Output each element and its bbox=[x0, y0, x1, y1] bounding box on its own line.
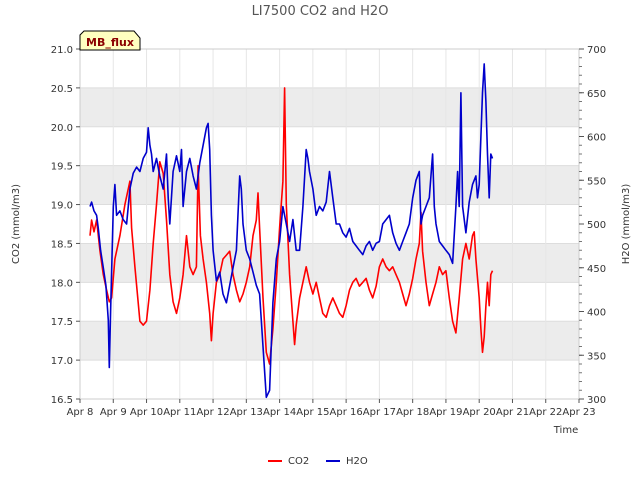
legend-h2o-label: H2O bbox=[346, 456, 368, 467]
x-tick-label: Apr 11 bbox=[163, 407, 196, 418]
legend: CO2 H2O bbox=[268, 456, 368, 467]
left-tick-label: 17.0 bbox=[51, 356, 73, 367]
x-tick-label: Apr 9 bbox=[100, 407, 127, 418]
right-tick-label: 600 bbox=[587, 133, 606, 144]
x-tick-label: Apr 21 bbox=[496, 407, 529, 418]
x-axis-label: Time bbox=[553, 425, 578, 436]
plot-band bbox=[80, 87, 579, 127]
right-tick-label: 650 bbox=[587, 89, 606, 100]
right-tick-label: 300 bbox=[587, 395, 606, 406]
left-tick-label: 18.0 bbox=[51, 278, 73, 289]
x-tick-label: Apr 15 bbox=[296, 407, 329, 418]
x-tick-label: Apr 16 bbox=[330, 407, 363, 418]
legend-co2-label: CO2 bbox=[288, 456, 309, 467]
right-tick-label: 500 bbox=[587, 220, 606, 231]
left-tick-label: 21.0 bbox=[51, 45, 73, 56]
left-tick-label: 17.5 bbox=[51, 317, 73, 328]
chart-title: LI7500 CO2 and H2O bbox=[252, 4, 389, 19]
plot-band bbox=[80, 321, 579, 361]
right-axis-label: H2O (mmol/m3) bbox=[621, 184, 632, 265]
x-tick-label: Apr 12 bbox=[196, 407, 229, 418]
x-tick-label: Apr 8 bbox=[67, 407, 94, 418]
left-tick-label: 19.5 bbox=[51, 162, 73, 173]
x-tick-label: Apr 20 bbox=[463, 407, 496, 418]
left-axis-label: CO2 (mmol/m3) bbox=[11, 184, 22, 264]
x-tick-label: Apr 22 bbox=[529, 407, 562, 418]
left-tick-label: 20.0 bbox=[51, 123, 73, 134]
x-axis-ticks: Apr 8 Apr 9 Apr 10 Apr 11 Apr 12 Apr 13 Apr 14… bbox=[67, 399, 596, 418]
x-tick-label: Apr 10 bbox=[130, 407, 163, 418]
left-axis-ticks: 16.5 17.0 17.5 18.0 18.5 19.0 19.5 20.0 20.5 21.0 bbox=[51, 45, 80, 406]
left-tick-label: 20.5 bbox=[51, 84, 73, 95]
x-tick-label: Apr 18 bbox=[396, 407, 429, 418]
series-lines bbox=[89, 63, 494, 399]
left-tick-label: 19.0 bbox=[51, 201, 73, 212]
right-tick-label: 400 bbox=[587, 308, 606, 319]
badge-label: MB_flux bbox=[86, 36, 134, 49]
plot-band bbox=[80, 243, 579, 283]
x-tick-label: Apr 14 bbox=[263, 407, 296, 418]
right-tick-label: 700 bbox=[587, 45, 606, 56]
right-tick-label: 450 bbox=[587, 264, 606, 275]
right-tick-label: 350 bbox=[587, 351, 606, 362]
series-line-h2o bbox=[89, 63, 494, 399]
series-line-co2 bbox=[89, 87, 494, 365]
x-tick-label: Apr 23 bbox=[562, 407, 595, 418]
plot-bands bbox=[80, 87, 579, 361]
right-tick-label: 550 bbox=[587, 176, 606, 187]
left-tick-label: 18.5 bbox=[51, 239, 73, 250]
x-tick-label: Apr 13 bbox=[230, 407, 263, 418]
right-axis-ticks: 300 350 400 450 500 550 600 650 700 bbox=[579, 45, 606, 406]
x-tick-label: Apr 17 bbox=[363, 407, 396, 418]
left-tick-label: 16.5 bbox=[51, 395, 73, 406]
mb-flux-badge: MB_flux bbox=[79, 30, 141, 51]
x-tick-label: Apr 19 bbox=[429, 407, 462, 418]
